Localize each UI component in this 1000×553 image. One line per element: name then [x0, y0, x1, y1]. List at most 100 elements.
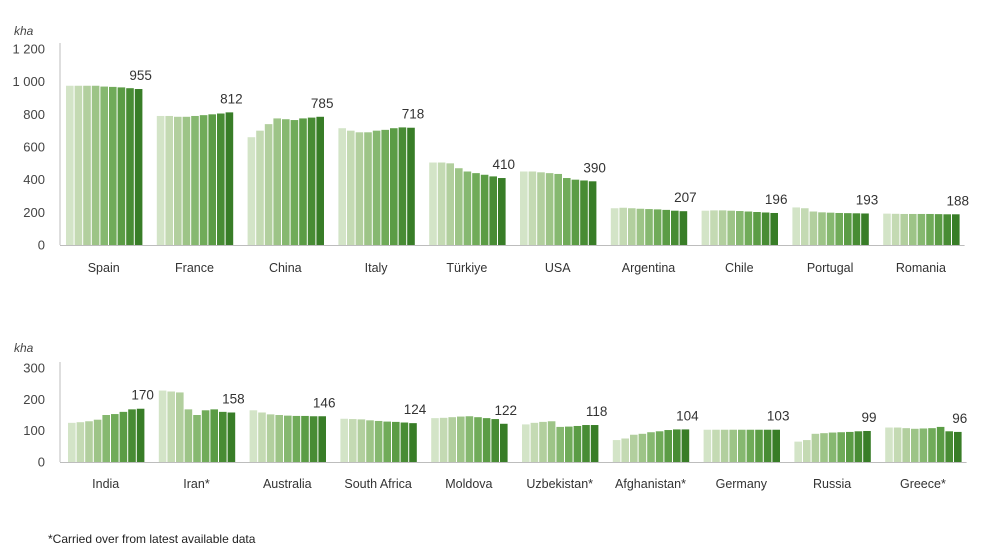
bar — [340, 418, 348, 462]
bar — [392, 421, 400, 462]
bar — [772, 429, 780, 462]
bar — [537, 172, 545, 245]
x-category-label: Iran* — [183, 477, 210, 491]
bar — [102, 415, 110, 462]
data-label: 158 — [222, 391, 245, 406]
bar — [580, 180, 588, 245]
bar — [347, 130, 355, 245]
bar — [703, 429, 712, 462]
bar — [545, 173, 554, 245]
bar — [455, 168, 463, 245]
bar — [273, 118, 281, 245]
bar — [431, 418, 439, 462]
bar — [225, 112, 234, 245]
bar — [828, 432, 837, 462]
x-category-label: Australia — [263, 477, 312, 491]
bar — [636, 208, 645, 245]
data-label: 812 — [220, 91, 243, 106]
bar — [863, 430, 871, 462]
y-tick-label: 1 200 — [12, 42, 45, 57]
bar — [835, 212, 843, 245]
bar — [811, 433, 820, 462]
bar — [638, 433, 647, 462]
bar — [610, 208, 619, 245]
data-label: 103 — [767, 409, 790, 424]
bar — [282, 119, 290, 245]
bar — [653, 209, 662, 245]
bar — [763, 429, 772, 462]
data-label: 96 — [952, 411, 967, 426]
bar — [530, 422, 539, 462]
bar — [491, 419, 499, 462]
bar — [437, 162, 446, 245]
bar — [374, 420, 383, 462]
bar — [645, 209, 653, 245]
bar — [372, 130, 381, 245]
bar — [573, 425, 582, 462]
bar — [307, 117, 316, 245]
bar — [893, 427, 902, 462]
bar — [199, 115, 208, 246]
bar — [936, 426, 945, 462]
bar — [647, 432, 655, 462]
bar — [846, 431, 854, 462]
bar — [219, 411, 227, 462]
bar — [247, 137, 256, 245]
bar — [891, 213, 900, 245]
y-tick-label: 800 — [23, 107, 45, 122]
data-label: 196 — [765, 192, 788, 207]
bar — [349, 419, 357, 462]
x-category-label: France — [175, 261, 214, 275]
bar — [117, 87, 126, 245]
bar — [309, 416, 318, 462]
bar — [861, 213, 869, 245]
data-label: 146 — [313, 395, 336, 410]
bar — [366, 420, 374, 462]
data-label: 124 — [404, 402, 427, 417]
bar — [463, 171, 472, 245]
data-label: 122 — [495, 403, 518, 418]
bar — [266, 414, 275, 462]
bar — [318, 416, 326, 462]
bar — [909, 213, 917, 245]
data-label: 785 — [311, 96, 334, 111]
y-tick-label: 100 — [23, 423, 45, 438]
y-tick-label: 0 — [38, 455, 45, 470]
bar — [316, 116, 324, 246]
x-category-label: Spain — [88, 261, 120, 275]
y-tick-label: 300 — [23, 361, 45, 376]
bar — [109, 86, 117, 245]
bar — [681, 429, 690, 462]
y-tick-label: 400 — [23, 172, 45, 187]
bar — [85, 421, 93, 462]
bar — [701, 210, 710, 245]
bar — [208, 114, 216, 245]
bar — [952, 214, 960, 245]
footnote: *Carried over from latest available data — [48, 532, 256, 546]
data-label: 410 — [493, 157, 516, 172]
x-category-label: Romania — [896, 261, 946, 275]
bar — [193, 415, 201, 462]
bar — [465, 416, 474, 462]
bar — [299, 118, 307, 245]
bar — [100, 86, 108, 245]
bar — [571, 179, 580, 245]
y-tick-label: 0 — [38, 238, 45, 253]
x-category-label: Argentina — [622, 261, 676, 275]
bar — [76, 422, 85, 462]
bar — [619, 207, 627, 245]
y-tick-label: 200 — [23, 205, 45, 220]
x-category-label: Greece* — [900, 477, 946, 491]
bar — [201, 410, 210, 462]
bar — [934, 214, 943, 245]
bar — [746, 429, 755, 462]
bar — [156, 115, 165, 245]
bar — [472, 173, 480, 245]
bar — [630, 434, 638, 462]
bar — [809, 211, 818, 245]
data-label: 170 — [131, 388, 154, 403]
x-category-label: USA — [545, 261, 571, 275]
bar — [554, 173, 562, 245]
bar — [500, 423, 508, 462]
bar — [671, 210, 679, 245]
